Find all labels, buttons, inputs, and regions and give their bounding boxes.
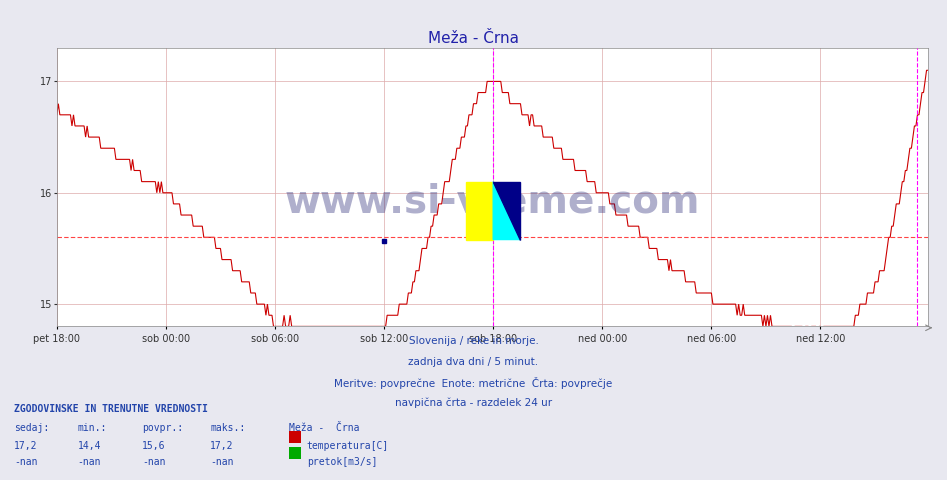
- Text: Meža - Črna: Meža - Črna: [428, 31, 519, 46]
- Polygon shape: [493, 181, 521, 240]
- Text: min.:: min.:: [78, 423, 107, 433]
- Text: temperatura[C]: temperatura[C]: [307, 441, 389, 451]
- Text: 15,6: 15,6: [142, 441, 166, 451]
- Text: Meža -  Črna: Meža - Črna: [289, 423, 359, 433]
- Polygon shape: [493, 181, 521, 240]
- Text: Meritve: povprečne  Enote: metrične  Črta: povprečje: Meritve: povprečne Enote: metrične Črta:…: [334, 377, 613, 389]
- Text: navpična črta - razdelek 24 ur: navpična črta - razdelek 24 ur: [395, 398, 552, 408]
- Text: ZGODOVINSKE IN TRENUTNE VREDNOSTI: ZGODOVINSKE IN TRENUTNE VREDNOSTI: [14, 404, 208, 414]
- Text: 14,4: 14,4: [78, 441, 101, 451]
- Text: Slovenija / reke in morje.: Slovenija / reke in morje.: [408, 336, 539, 346]
- Text: -nan: -nan: [78, 457, 101, 467]
- Text: pretok[m3/s]: pretok[m3/s]: [307, 457, 377, 467]
- Text: -nan: -nan: [142, 457, 166, 467]
- Text: -nan: -nan: [14, 457, 38, 467]
- Text: 17,2: 17,2: [210, 441, 234, 451]
- Bar: [466, 181, 493, 240]
- Text: www.si-vreme.com: www.si-vreme.com: [285, 182, 700, 220]
- Text: 17,2: 17,2: [14, 441, 38, 451]
- Text: povpr.:: povpr.:: [142, 423, 183, 433]
- Text: zadnja dva dni / 5 minut.: zadnja dva dni / 5 minut.: [408, 357, 539, 367]
- Text: sedaj:: sedaj:: [14, 423, 49, 433]
- Text: maks.:: maks.:: [210, 423, 245, 433]
- Text: -nan: -nan: [210, 457, 234, 467]
